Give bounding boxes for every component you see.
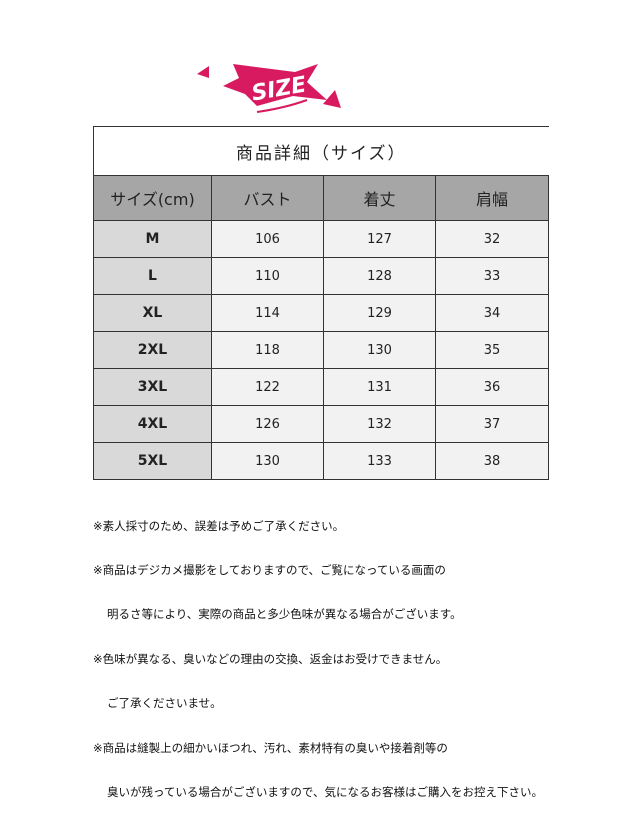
header-size: サイズ(cm) bbox=[93, 175, 212, 221]
table-row: 3XL 122 131 36 bbox=[93, 368, 549, 406]
cell-size: 5XL bbox=[93, 442, 212, 480]
cell-shoulder: 33 bbox=[435, 257, 549, 295]
note-line: 臭いが残っている場合がございますので、気になるお客様はご購入をお控え下さい。 bbox=[107, 784, 543, 799]
cell-shoulder: 38 bbox=[435, 442, 549, 480]
cell-bust: 122 bbox=[211, 368, 324, 406]
cell-size: M bbox=[93, 220, 212, 258]
cell-shoulder: 35 bbox=[435, 331, 549, 369]
table-row: L 110 128 33 bbox=[93, 257, 549, 295]
cell-size: 3XL bbox=[93, 368, 212, 406]
header-bust: バスト bbox=[211, 175, 324, 221]
note-line: ※商品は縫製上の細かいほつれ、汚れ、素材特有の臭いや接着剤等の bbox=[93, 740, 448, 755]
size-logo: SIZE bbox=[197, 64, 341, 113]
cell-length: 131 bbox=[323, 368, 436, 406]
table-row: 4XL 126 132 37 bbox=[93, 405, 549, 443]
header-row: サイズ(cm) バスト 着丈 肩幅 bbox=[93, 175, 549, 221]
cell-length: 129 bbox=[323, 294, 436, 332]
note-line: ご了承くださいませ。 bbox=[107, 696, 222, 711]
cell-bust: 110 bbox=[211, 257, 324, 295]
cell-size: XL bbox=[93, 294, 212, 332]
table-title: 商品詳細（サイズ） bbox=[93, 126, 549, 176]
cell-length: 130 bbox=[323, 331, 436, 369]
cell-bust: 118 bbox=[211, 331, 324, 369]
notes: ※素人採寸のため、誤差は予めご了承ください。 ※商品はデジカメ撮影をしております… bbox=[93, 489, 543, 815]
cell-bust: 130 bbox=[211, 442, 324, 480]
cell-shoulder: 36 bbox=[435, 368, 549, 406]
size-table: 商品詳細（サイズ） サイズ(cm) バスト 着丈 肩幅 M 106 127 32 L 11… bbox=[93, 126, 549, 480]
note-line: ※色味が異なる、臭いなどの理由の交換、返金はお受けできません。 bbox=[93, 651, 448, 666]
cell-shoulder: 34 bbox=[435, 294, 549, 332]
header-shoulder: 肩幅 bbox=[435, 175, 549, 221]
cell-shoulder: 32 bbox=[435, 220, 549, 258]
table-row: XL 114 129 34 bbox=[93, 294, 549, 332]
cell-bust: 106 bbox=[211, 220, 324, 258]
cell-bust: 114 bbox=[211, 294, 324, 332]
cell-size: L bbox=[93, 257, 212, 295]
cell-shoulder: 37 bbox=[435, 405, 549, 443]
note-line: ※商品はデジカメ撮影をしておりますので、ご覧になっている画面の bbox=[93, 562, 446, 577]
header-length: 着丈 bbox=[323, 175, 436, 221]
table-row: M 106 127 32 bbox=[93, 220, 549, 258]
left-triangle-icon bbox=[197, 66, 209, 78]
cell-bust: 126 bbox=[211, 405, 324, 443]
cell-length: 128 bbox=[323, 257, 436, 295]
cell-length: 132 bbox=[323, 405, 436, 443]
right-triangle-icon bbox=[323, 90, 341, 108]
cell-size: 4XL bbox=[93, 405, 212, 443]
table-row: 5XL 130 133 38 bbox=[93, 442, 549, 480]
note-line: ※素人採寸のため、誤差は予めご了承ください。 bbox=[93, 518, 345, 533]
ribbon-banner bbox=[223, 64, 327, 106]
cell-length: 127 bbox=[323, 220, 436, 258]
note-line: 明るさ等により、実際の商品と多少色味が異なる場合がございます。 bbox=[107, 607, 462, 622]
cell-size: 2XL bbox=[93, 331, 212, 369]
table-row: 2XL 118 130 35 bbox=[93, 331, 549, 369]
cell-length: 133 bbox=[323, 442, 436, 480]
